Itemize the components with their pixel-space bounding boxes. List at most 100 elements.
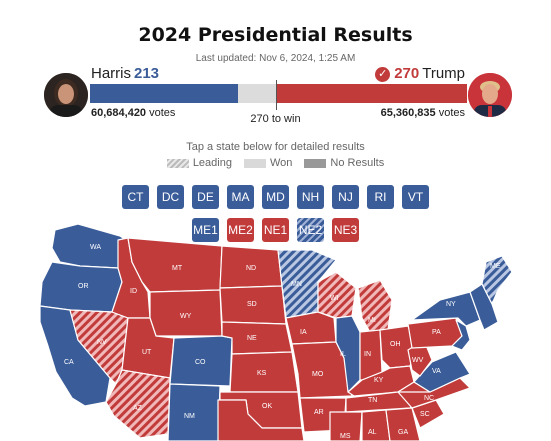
state-chip-me1[interactable]: ME1 — [192, 218, 219, 242]
label-tn: TN — [368, 397, 377, 404]
legend-won-swatch — [243, 158, 266, 168]
state-chip-nh[interactable]: NH — [297, 185, 324, 209]
label-wa: WA — [90, 244, 101, 251]
state-al[interactable] — [361, 409, 391, 441]
last-updated: Last updated: Nov 6, 2024, 1:25 AM — [195, 53, 356, 64]
state-ky[interactable] — [347, 365, 415, 397]
small-states-row-2: ME1 ME2 NE1 NE2 NE3 — [0, 218, 551, 242]
label-sd: SD — [247, 301, 257, 308]
harris-label: Harris — [91, 65, 131, 82]
label-ca: CA — [64, 359, 74, 366]
state-chip-ri[interactable]: RI — [367, 185, 394, 209]
harris-portrait-icon — [44, 73, 88, 117]
small-states-row-1: CT DC DE MA MD NH NJ RI VT — [0, 185, 551, 209]
harris-avatar — [44, 73, 88, 117]
label-id: ID — [130, 288, 137, 295]
bar-trump — [277, 84, 467, 103]
label-wy: WY — [180, 313, 192, 320]
trump-popular-votes: 65,360,835 votes — [381, 107, 465, 119]
harris-votes-suffix: votes — [149, 107, 176, 119]
label-nd: ND — [246, 265, 256, 272]
label-wi: WI — [330, 295, 339, 302]
label-mi: MI — [368, 317, 376, 324]
trump-portrait-icon — [468, 73, 512, 117]
state-va[interactable] — [413, 351, 471, 393]
label-mn: MN — [291, 281, 302, 288]
label-il: IL — [340, 351, 346, 358]
state-chip-ma[interactable]: MA — [227, 185, 254, 209]
state-mid-atlantic[interactable] — [451, 319, 471, 351]
label-ar: AR — [314, 409, 324, 416]
trump-label: Trump — [422, 65, 465, 82]
label-ut: UT — [142, 349, 152, 356]
state-chip-nj[interactable]: NJ — [332, 185, 359, 209]
label-nc: NC — [424, 395, 434, 402]
to-win-label: 270 to win — [250, 113, 301, 125]
label-ky: KY — [374, 377, 384, 384]
harris-votes-number: 60,684,420 — [91, 107, 147, 119]
winner-check-icon: ✓ — [375, 67, 391, 82]
label-oh: OH — [390, 341, 401, 348]
state-chip-ne2[interactable]: NE2 — [297, 218, 324, 242]
label-mt: MT — [172, 265, 183, 272]
legend-leading-label: Leading — [192, 157, 232, 169]
state-me[interactable] — [481, 255, 513, 305]
state-ne[interactable] — [221, 321, 293, 355]
state-chip-ne3[interactable]: NE3 — [332, 218, 359, 242]
trump-name: ✓ 270 Trump — [375, 65, 465, 82]
label-ms: MS — [340, 433, 351, 440]
to-win-marker — [276, 80, 277, 110]
label-mo: MO — [312, 371, 324, 378]
label-pa: PA — [432, 329, 441, 336]
state-nm[interactable] — [167, 383, 221, 441]
state-chip-vt[interactable]: VT — [402, 185, 429, 209]
label-nm: NM — [184, 413, 195, 420]
state-ia[interactable] — [285, 311, 337, 345]
label-ny: NY — [446, 301, 456, 308]
state-chip-dc[interactable]: DC — [157, 185, 184, 209]
legend-won: Won — [243, 157, 293, 169]
label-al: AL — [368, 429, 377, 436]
label-me: ME — [490, 263, 501, 270]
label-co: CO — [195, 359, 206, 366]
bar-harris — [90, 84, 238, 103]
tap-instructions: Tap a state below for detailed results — [186, 141, 365, 153]
label-ok: OK — [262, 403, 272, 410]
state-chip-me2[interactable]: ME2 — [227, 218, 254, 242]
label-va: VA — [432, 368, 441, 375]
state-chip-ct[interactable]: CT — [122, 185, 149, 209]
legend-leading-swatch — [166, 158, 189, 168]
label-ks: KS — [257, 370, 267, 377]
trump-votes-suffix: votes — [438, 107, 465, 119]
label-ga: GA — [398, 429, 408, 436]
label-or: OR — [78, 283, 89, 290]
state-ga[interactable] — [385, 407, 421, 441]
trump-avatar — [468, 73, 512, 117]
legend-leading: Leading — [166, 157, 232, 169]
bar-uncalled — [238, 84, 277, 103]
label-ia: IA — [300, 329, 307, 336]
label-in: IN — [364, 351, 371, 358]
state-mi[interactable] — [357, 279, 393, 333]
label-nv: NV — [97, 339, 107, 346]
state-tx[interactable] — [217, 399, 305, 441]
legend-won-label: Won — [269, 157, 293, 169]
map-legend: Leading Won No Results — [0, 157, 551, 169]
state-chip-de[interactable]: DE — [192, 185, 219, 209]
label-ne: NE — [247, 335, 257, 342]
state-il[interactable] — [335, 315, 361, 393]
label-wv: WV — [412, 357, 424, 364]
harris-electoral-votes: 213 — [134, 65, 160, 82]
legend-no-results-label: No Results — [330, 157, 385, 169]
page-title: 2024 Presidential Results — [138, 24, 413, 46]
legend-no-results-swatch — [304, 158, 327, 168]
state-wy[interactable] — [149, 289, 223, 337]
harris-name: Harris 213 — [91, 65, 159, 82]
harris-popular-votes: 60,684,420 votes — [91, 107, 175, 119]
state-chip-md[interactable]: MD — [262, 185, 289, 209]
state-ms[interactable] — [329, 411, 363, 441]
state-chip-ne1[interactable]: NE1 — [262, 218, 289, 242]
trump-electoral-votes: 270 — [394, 65, 420, 82]
label-sc: SC — [420, 411, 430, 418]
